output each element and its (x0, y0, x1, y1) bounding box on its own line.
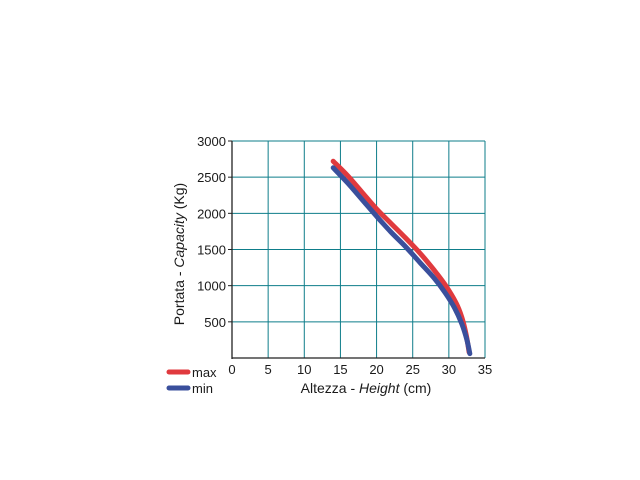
legend-label-max: max (192, 365, 217, 380)
y-tick-label: 500 (204, 315, 226, 330)
legend-item-min: min (166, 381, 213, 396)
legend-item-max: max (166, 365, 217, 380)
grid (228, 140, 486, 359)
x-tick-label: 5 (265, 362, 272, 377)
series-line-min (330, 165, 473, 357)
x-tick-label: 30 (442, 362, 456, 377)
series-layer (330, 158, 473, 357)
y-tick-label: 1500 (197, 243, 226, 258)
x-tick-label: 25 (405, 362, 419, 377)
y-tick-label: 2000 (197, 206, 226, 221)
legend-label-min: min (192, 381, 213, 396)
x-axis-title: Altezza - Height (cm) (301, 380, 432, 396)
legend: max min (166, 365, 217, 396)
y-axis-title: Portata - Capacity (Kg) (171, 183, 187, 325)
x-tick-label: 35 (478, 362, 492, 377)
y-tick-label: 3000 (197, 134, 226, 149)
x-tick-label: 0 (228, 362, 235, 377)
tick-labels: 0 5 10 15 20 25 30 35 500 1000 1500 2000 2500 3000 (197, 134, 492, 377)
x-tick-label: 10 (297, 362, 311, 377)
y-tick-label: 1000 (197, 279, 226, 294)
x-tick-label: 20 (369, 362, 383, 377)
x-tick-label: 15 (333, 362, 347, 377)
y-tick-label: 2500 (197, 170, 226, 185)
